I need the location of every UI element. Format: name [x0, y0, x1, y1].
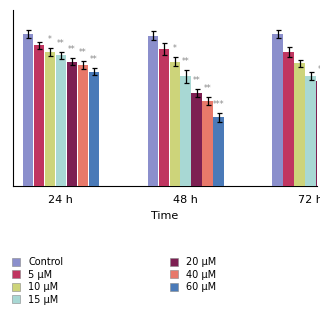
- Text: **: **: [57, 39, 65, 48]
- Text: *: *: [48, 35, 52, 44]
- Bar: [148, 36, 158, 186]
- Bar: [272, 34, 283, 186]
- Bar: [67, 62, 77, 186]
- Bar: [213, 117, 224, 186]
- Text: **: **: [90, 55, 98, 64]
- Legend: 20 μM, 40 μM, 60 μM: 20 μM, 40 μM, 60 μM: [170, 257, 216, 292]
- Bar: [44, 52, 55, 186]
- Text: **: **: [182, 57, 189, 66]
- Bar: [191, 93, 202, 186]
- Bar: [34, 45, 44, 186]
- Bar: [158, 49, 169, 186]
- Bar: [89, 72, 99, 186]
- Bar: [294, 63, 305, 186]
- X-axis label: Time: Time: [151, 211, 179, 221]
- Bar: [23, 34, 33, 186]
- Bar: [316, 81, 320, 186]
- Text: **: **: [318, 65, 320, 74]
- Bar: [56, 55, 66, 186]
- Bar: [203, 101, 213, 186]
- Bar: [180, 76, 191, 186]
- Bar: [170, 62, 180, 186]
- Text: **: **: [68, 45, 76, 54]
- Text: *: *: [173, 44, 177, 53]
- Text: **: **: [204, 84, 212, 93]
- Bar: [284, 52, 294, 186]
- Text: ***: ***: [213, 100, 224, 108]
- Text: **: **: [79, 48, 87, 57]
- Bar: [305, 76, 316, 186]
- Bar: [77, 65, 88, 186]
- Text: **: **: [193, 76, 201, 84]
